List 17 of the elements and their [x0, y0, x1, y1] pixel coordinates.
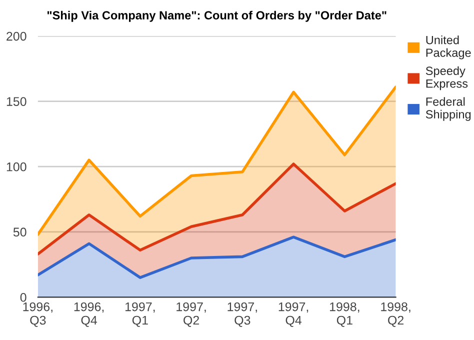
y-tick-label: 150: [6, 97, 26, 106]
y-tick-label: 100: [6, 162, 26, 172]
x-tick-label: 1997, Q3: [228, 302, 257, 327]
x-tick-label: 1996, Q4: [74, 302, 104, 327]
x-tick-label: 1997, Q2: [176, 302, 206, 327]
x-tick-label: 1998, Q2: [381, 302, 410, 327]
y-tick-label: 50: [13, 228, 26, 237]
chart-title: "Ship Via Company Name": Count of Orders by "Order Date": [47, 10, 386, 22]
x-tick-label: 1997, Q1: [125, 302, 155, 327]
y-tick-label: 200: [6, 32, 26, 41]
legend-label: United Package: [426, 36, 471, 60]
x-tick-label: 1997, Q4: [278, 302, 308, 327]
x-tick-label: 1996, Q3: [23, 302, 52, 327]
legend-label: Speedy Express: [426, 66, 468, 90]
legend-label: Federal Shipping: [426, 97, 471, 121]
y-tick-label: 0: [20, 292, 26, 302]
x-tick-label: 1998, Q1: [330, 302, 360, 327]
